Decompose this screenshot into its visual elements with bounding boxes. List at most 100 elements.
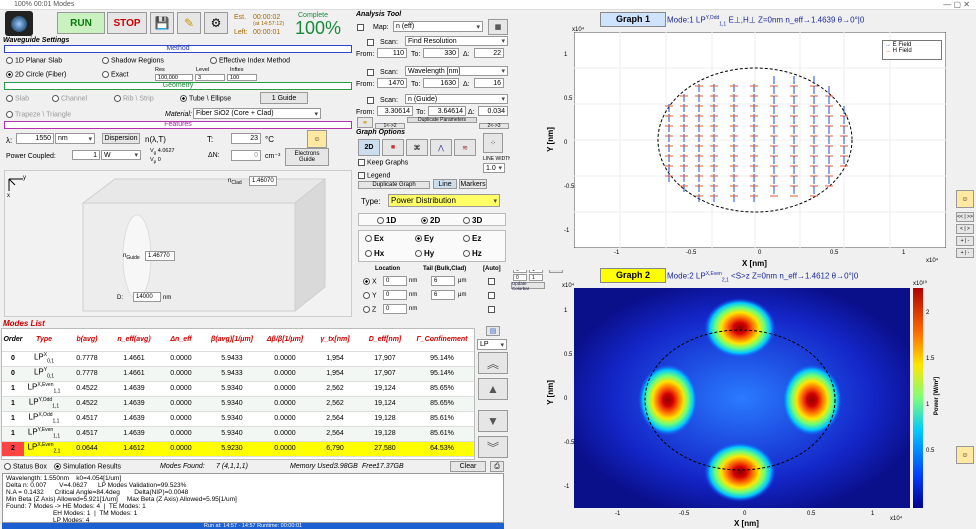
auto-z[interactable] bbox=[488, 306, 497, 313]
window-controls[interactable]: — ▢ ✕ bbox=[943, 0, 970, 9]
mode-filter-select[interactable]: LP bbox=[477, 339, 507, 350]
export-icon[interactable]: ▤ bbox=[486, 326, 500, 336]
dispersion-button[interactable]: Dispersion bbox=[102, 133, 140, 144]
markers-tab[interactable]: Markers bbox=[459, 179, 487, 189]
user-profile-icon[interactable]: ☺ bbox=[956, 190, 974, 208]
graph1-plot[interactable] bbox=[574, 32, 946, 248]
table-row[interactable]: 0 LPY0,1 0.7778 1.4661 0.0000 5.9433 0.0000 1,9… bbox=[2, 366, 474, 382]
dim-1d[interactable]: 1D bbox=[377, 216, 396, 225]
type-select[interactable]: Power Distribution bbox=[388, 194, 500, 207]
col-dbeta[interactable]: Δβ/β[1/μm] bbox=[260, 329, 310, 352]
scan2-delta[interactable]: 16 bbox=[474, 78, 504, 88]
d-input[interactable]: 14000 bbox=[133, 292, 161, 302]
inftes-input[interactable]: 100 bbox=[227, 74, 257, 81]
scan1-to[interactable]: 330 bbox=[423, 48, 459, 58]
electrons-button[interactable]: Electrons Guide bbox=[285, 148, 329, 166]
map-select[interactable]: n (eff) bbox=[393, 21, 483, 32]
tail-x-input[interactable]: 6 bbox=[431, 276, 455, 286]
status-box-radio[interactable]: Status Box bbox=[4, 463, 47, 470]
geo-channel[interactable]: Channel bbox=[52, 95, 87, 102]
printer-icon[interactable]: ⎙ bbox=[490, 461, 504, 472]
keep-graphs[interactable]: Keep Graphs bbox=[358, 159, 408, 166]
auto-y[interactable] bbox=[488, 292, 497, 299]
scan2-select[interactable]: Wavelength [nm] bbox=[405, 66, 508, 76]
col-deff[interactable]: D_eff[nm] bbox=[360, 329, 410, 352]
geo-rib[interactable]: Rib \ Strip bbox=[114, 95, 154, 102]
gears-icon[interactable]: ⚙ bbox=[204, 12, 228, 34]
side-btn-3[interactable]: + | - bbox=[956, 236, 974, 246]
col-type[interactable]: Type bbox=[24, 329, 64, 352]
table-row[interactable]: 1 LPX,Even1,1 0.4522 1.4639 0.0000 5.9340 0.00… bbox=[2, 381, 474, 397]
dn-input[interactable]: 0 bbox=[231, 150, 261, 161]
dup-params-button[interactable]: Duplicate Parameters bbox=[407, 117, 477, 123]
b12-button[interactable]: 1<->2 bbox=[375, 123, 405, 129]
scan1-checkbox[interactable] bbox=[367, 39, 376, 46]
line-plot-icon[interactable]: ⋀ bbox=[430, 139, 452, 156]
lambda-input[interactable]: 1550 bbox=[16, 133, 54, 144]
clear-button[interactable]: Clear bbox=[450, 461, 486, 472]
field-ex[interactable]: Ex bbox=[365, 234, 384, 243]
scan1-from[interactable]: 110 bbox=[377, 48, 407, 58]
method-shadow[interactable]: Shadow Regions bbox=[102, 57, 164, 64]
level-input[interactable]: 3 bbox=[195, 74, 225, 81]
col-neff[interactable]: n_eff(avg) bbox=[110, 329, 158, 352]
legend-check[interactable]: Legend bbox=[358, 172, 390, 179]
scan2-from[interactable]: 1470 bbox=[377, 78, 407, 88]
scan3-to[interactable]: 3.64614 bbox=[428, 106, 466, 116]
method-eim[interactable]: Effective Index Method bbox=[210, 57, 290, 64]
duplicate-graph-button[interactable]: Duplicate Graph bbox=[358, 181, 430, 189]
col-beta[interactable]: β(avg)[1/μm] bbox=[204, 329, 260, 352]
scan3-delta[interactable]: 0.034 bbox=[478, 106, 508, 116]
res-input[interactable]: 100,000 bbox=[155, 74, 193, 81]
move-down-button[interactable]: ▼ bbox=[478, 410, 508, 432]
geo-trapeze[interactable]: Trapeze \ Triangle bbox=[6, 111, 71, 118]
geo-slab[interactable]: Slab bbox=[6, 95, 29, 102]
scan1-delta[interactable]: 22 bbox=[474, 48, 504, 58]
map-checkbox[interactable] bbox=[357, 24, 366, 31]
graph2-heatmap[interactable] bbox=[574, 288, 910, 508]
scan2-checkbox[interactable] bbox=[367, 69, 376, 76]
view-2d-button[interactable]: 2D bbox=[358, 139, 380, 156]
table-row[interactable]: 0 LPX0,1 0.7778 1.4661 0.0000 5.9433 0.0000 1,9… bbox=[2, 351, 474, 367]
move-bottom-button[interactable]: ︾ bbox=[478, 436, 508, 458]
loc-z-input[interactable]: 0 bbox=[383, 304, 407, 314]
material-select[interactable]: Fiber SiO2 (Core + Clad) bbox=[193, 108, 321, 119]
tag-icon[interactable]: ✎ bbox=[177, 12, 201, 34]
colormap-icon[interactable]: ■ bbox=[382, 139, 404, 156]
auto-x[interactable] bbox=[488, 278, 497, 285]
save-icon[interactable]: 💾 bbox=[150, 12, 174, 34]
graph1-title[interactable]: Graph 1 bbox=[600, 12, 666, 27]
scatter-icon[interactable]: ⁘ bbox=[483, 133, 503, 153]
table-row[interactable]: 1 LPY,Odd1,1 0.4522 1.4639 0.0000 5.9340 0.000… bbox=[2, 396, 474, 412]
col-b[interactable]: b(avg) bbox=[64, 329, 110, 352]
loc-x-input[interactable]: 0 bbox=[383, 276, 407, 286]
method-2d-circle[interactable]: 2D Circle (Fiber) bbox=[6, 71, 66, 78]
nclad-input[interactable]: 1.46070 bbox=[249, 176, 277, 186]
contour-icon[interactable]: ≋ bbox=[454, 139, 476, 156]
move-up-button[interactable]: ▲ bbox=[478, 378, 508, 400]
axis-lim-6[interactable]: 1 bbox=[529, 274, 543, 281]
method-1d-slab[interactable]: 1D Planar Slab bbox=[6, 57, 62, 64]
scan3-checkbox[interactable] bbox=[367, 97, 376, 104]
dim-2d[interactable]: 2D bbox=[421, 216, 440, 225]
geo-tube[interactable]: Tube \ Ellipse bbox=[180, 95, 231, 102]
temp-input[interactable]: 23 bbox=[231, 133, 261, 144]
user-profile-icon-2[interactable]: ☺ bbox=[956, 446, 974, 464]
axis-lim-5[interactable]: 0 bbox=[513, 274, 527, 281]
dim-3d[interactable]: 3D bbox=[463, 216, 482, 225]
col-gamma[interactable]: γ_tx[nm] bbox=[310, 329, 360, 352]
user-icon[interactable]: ☺ bbox=[307, 130, 327, 148]
col-order[interactable]: Order bbox=[2, 329, 24, 352]
field-hx[interactable]: Hx bbox=[365, 249, 384, 258]
guide-count-button[interactable]: 1 Guide bbox=[260, 92, 308, 104]
side-btn-1[interactable]: << | >> bbox=[956, 212, 974, 222]
line-width-select[interactable]: 1.0 bbox=[483, 163, 505, 173]
scan3-select[interactable]: n (Guide) bbox=[405, 94, 508, 104]
update-colorbar-button[interactable]: Update Colorbar bbox=[511, 281, 545, 291]
method-exact[interactable]: Exact bbox=[102, 71, 129, 78]
side-btn-2[interactable]: < | > bbox=[956, 224, 974, 234]
col-conf[interactable]: Γ_Confinement bbox=[410, 329, 474, 352]
surface-icon[interactable]: ⌘ bbox=[406, 139, 428, 156]
power-unit-select[interactable]: W bbox=[101, 150, 141, 160]
loc-z[interactable]: Z bbox=[363, 306, 376, 313]
